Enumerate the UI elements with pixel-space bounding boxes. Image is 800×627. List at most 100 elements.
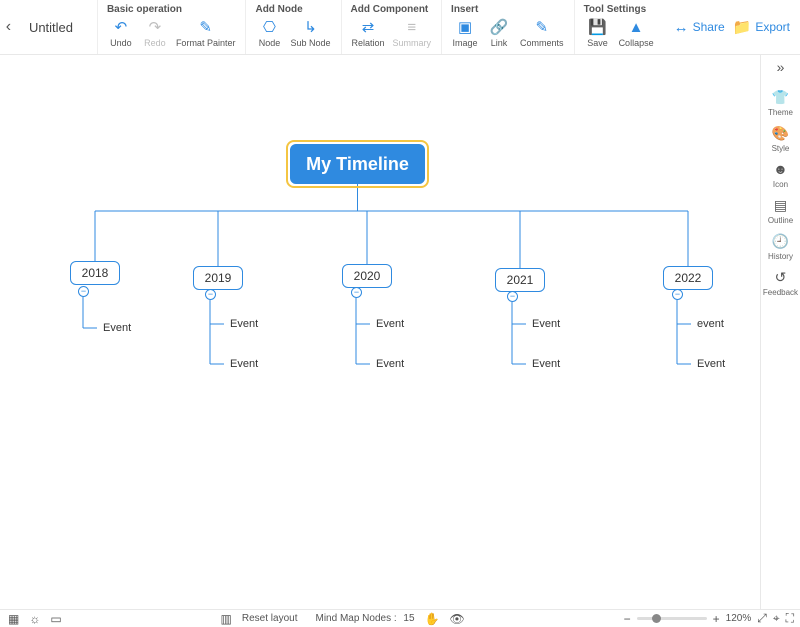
theme-panel-label: Theme [768, 108, 793, 117]
toolbar-group: Tool Settings💾Save▲Collapse [574, 0, 664, 54]
feedback-panel-icon: ↺ [775, 268, 787, 286]
insert-link-button[interactable]: 🔗Link [482, 16, 516, 49]
toolbar-group: Basic operation↶Undo↷Redo✎Format Painter [97, 0, 246, 54]
export-button[interactable]: 📁 Export [733, 18, 790, 36]
collapse-panel-button[interactable]: » [777, 59, 785, 81]
leaf-node[interactable]: event [697, 318, 724, 330]
insert-comments-button-icon: ✎ [536, 17, 549, 37]
mindmap-canvas[interactable]: My Timeline2018−Event2019−EventEvent2020… [0, 56, 760, 609]
brightness-icon[interactable]: ☼ [29, 612, 40, 626]
zoom-slider[interactable] [637, 617, 707, 620]
nodes-label: Mind Map Nodes : [315, 613, 396, 624]
group-title: Add Node [255, 4, 334, 15]
leaf-node[interactable]: Event [532, 318, 560, 330]
share-label: Share [693, 20, 725, 34]
zoom-percent: 120% [726, 613, 752, 624]
outline-panel[interactable]: ▤Outline [763, 196, 798, 225]
collapse-button[interactable]: ▲Collapse [615, 16, 658, 49]
toolbar-right: ↔ Share 📁 Export [664, 0, 800, 54]
add-subnode-button-icon: ↳ [304, 17, 317, 37]
leaf-node[interactable]: Event [376, 358, 404, 370]
root-node[interactable]: My Timeline [290, 144, 425, 184]
relation-button-label: Relation [352, 38, 385, 48]
zoom-in-button[interactable]: + [713, 612, 720, 626]
collapse-toggle[interactable]: − [507, 291, 518, 302]
year-node[interactable]: 2021 [495, 268, 545, 292]
redo-button[interactable]: ↷Redo [138, 16, 172, 49]
leaf-node[interactable]: Event [697, 358, 725, 370]
relation-button-icon: ⇄ [362, 17, 375, 37]
fit-screen-icon[interactable]: ⤢ [757, 611, 767, 626]
save-button-label: Save [587, 38, 608, 48]
presentation-icon[interactable]: ▭ [50, 612, 61, 626]
toolbar-group: Insert▣Image🔗Link✎Comments [441, 0, 574, 54]
feedback-panel[interactable]: ↺ Feedback [763, 268, 798, 297]
group-title: Add Component [351, 4, 436, 15]
add-node-button-icon: ⎔ [263, 17, 276, 37]
redo-button-label: Redo [144, 38, 166, 48]
insert-comments-button[interactable]: ✎Comments [516, 16, 568, 49]
history-panel-icon: 🕘 [772, 232, 789, 250]
year-node[interactable]: 2019 [193, 266, 243, 290]
collapse-toggle[interactable]: − [205, 289, 216, 300]
back-button[interactable]: ‹ [0, 0, 17, 54]
add-subnode-button[interactable]: ↳Sub Node [286, 16, 334, 49]
save-button[interactable]: 💾Save [581, 16, 615, 49]
group-title: Tool Settings [584, 4, 658, 15]
reset-layout-button[interactable]: Reset layout [242, 613, 298, 624]
collapse-toggle[interactable]: − [78, 286, 89, 297]
insert-image-button-icon: ▣ [458, 17, 472, 37]
icon-panel[interactable]: ☻Icon [763, 160, 798, 189]
leaf-node[interactable]: Event [230, 318, 258, 330]
format-painter-button-label: Format Painter [176, 38, 236, 48]
insert-link-button-icon: 🔗 [490, 17, 509, 37]
group-title: Insert [451, 4, 568, 15]
history-panel[interactable]: 🕘 History [763, 232, 798, 261]
eye-tool-icon[interactable]: 👁 [450, 612, 465, 626]
icon-panel-icon: ☻ [773, 160, 788, 178]
redo-button-icon: ↷ [149, 17, 162, 37]
reset-layout-icon: ▥ [221, 612, 232, 626]
nodes-count: 15 [403, 613, 414, 624]
share-button[interactable]: ↔ Share [674, 19, 725, 36]
theme-panel[interactable]: 👕Theme [763, 88, 798, 117]
insert-image-button-label: Image [453, 38, 478, 48]
summary-button-icon: ≡ [407, 17, 416, 37]
add-node-button[interactable]: ⎔Node [252, 16, 286, 49]
insert-image-button[interactable]: ▣Image [448, 16, 482, 49]
toolbar-group: Add Node⎔Node↳Sub Node [245, 0, 340, 54]
year-node[interactable]: 2018 [70, 261, 120, 285]
center-icon[interactable]: ⌖ [773, 611, 780, 626]
leaf-node[interactable]: Event [532, 358, 560, 370]
collapse-button-label: Collapse [619, 38, 654, 48]
zoom-out-button[interactable]: − [624, 612, 631, 626]
export-label: Export [755, 20, 790, 34]
collapse-toggle[interactable]: − [672, 289, 683, 300]
relation-button[interactable]: ⇄Relation [348, 16, 389, 49]
thumb-grid-icon[interactable]: ▦ [8, 612, 19, 626]
share-icon: ↔ [674, 19, 689, 36]
hand-tool-icon[interactable]: ✋ [425, 612, 440, 626]
outline-panel-label: Outline [768, 216, 793, 225]
leaf-node[interactable]: Event [376, 318, 404, 330]
fullscreen-icon[interactable]: ⛶ [786, 611, 794, 626]
toolbar-groups: Basic operation↶Undo↷Redo✎Format Painter… [97, 0, 664, 54]
feedback-panel-label: Feedback [763, 288, 798, 297]
history-panel-label: History [768, 252, 793, 261]
year-node[interactable]: 2022 [663, 266, 713, 290]
style-panel[interactable]: 🎨Style [763, 124, 798, 153]
collapse-toggle[interactable]: − [351, 287, 362, 298]
undo-button-label: Undo [110, 38, 132, 48]
doc-title[interactable]: Untitled [17, 0, 97, 54]
side-panel: » 👕Theme 🎨Style ☻Icon ▤Outline 🕘 History ↺ Feed… [760, 55, 800, 609]
leaf-node[interactable]: Event [103, 322, 131, 334]
year-node[interactable]: 2020 [342, 264, 392, 288]
summary-button-label: Summary [393, 38, 432, 48]
undo-button[interactable]: ↶Undo [104, 16, 138, 49]
format-painter-button[interactable]: ✎Format Painter [172, 16, 240, 49]
summary-button[interactable]: ≡Summary [389, 16, 436, 49]
insert-link-button-label: Link [491, 38, 508, 48]
leaf-node[interactable]: Event [230, 358, 258, 370]
save-button-icon: 💾 [588, 17, 607, 37]
group-title: Basic operation [107, 4, 240, 15]
